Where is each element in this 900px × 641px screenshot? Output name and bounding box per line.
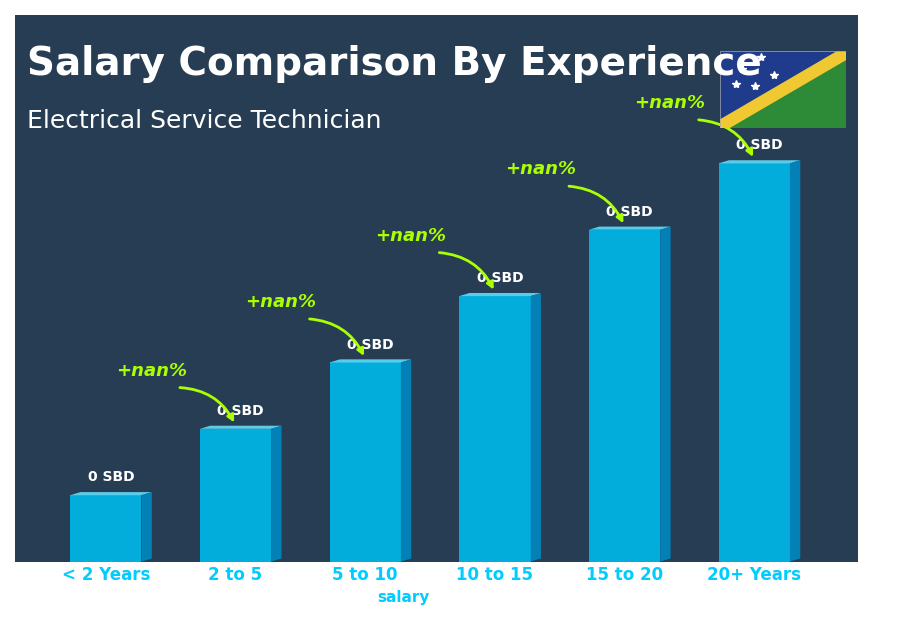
Polygon shape [271,426,282,562]
Text: 0 SBD: 0 SBD [347,338,393,351]
Polygon shape [790,160,800,562]
Text: +nan%: +nan% [634,94,706,112]
Polygon shape [70,495,141,562]
Polygon shape [70,492,152,495]
Polygon shape [718,163,790,562]
Text: Average Monthly Salary: Average Monthly Salary [874,246,886,395]
Polygon shape [459,296,530,562]
Text: +nan%: +nan% [375,226,446,245]
Text: explorer.com: explorer.com [430,590,530,604]
Polygon shape [329,362,400,562]
Polygon shape [400,360,411,562]
Text: salary: salary [378,590,430,604]
Polygon shape [589,227,670,229]
Text: Salary Comparison By Experience: Salary Comparison By Experience [27,45,761,83]
Polygon shape [141,492,152,562]
Polygon shape [329,360,411,362]
Polygon shape [589,229,661,562]
Text: 0 SBD: 0 SBD [87,470,134,485]
Text: 0 SBD: 0 SBD [218,404,264,418]
Text: 0 SBD: 0 SBD [477,271,524,285]
Text: +nan%: +nan% [246,293,317,311]
Polygon shape [720,51,846,128]
Polygon shape [530,293,541,562]
Polygon shape [459,293,541,296]
Text: 0 SBD: 0 SBD [736,138,783,153]
Text: 0 SBD: 0 SBD [607,204,653,219]
Polygon shape [200,426,282,429]
Polygon shape [720,51,846,128]
Polygon shape [718,160,800,163]
Polygon shape [661,227,670,562]
Polygon shape [200,429,271,562]
Polygon shape [720,51,846,128]
Text: +nan%: +nan% [116,362,186,379]
Text: Electrical Service Technician: Electrical Service Technician [27,109,382,133]
Text: +nan%: +nan% [505,160,576,178]
